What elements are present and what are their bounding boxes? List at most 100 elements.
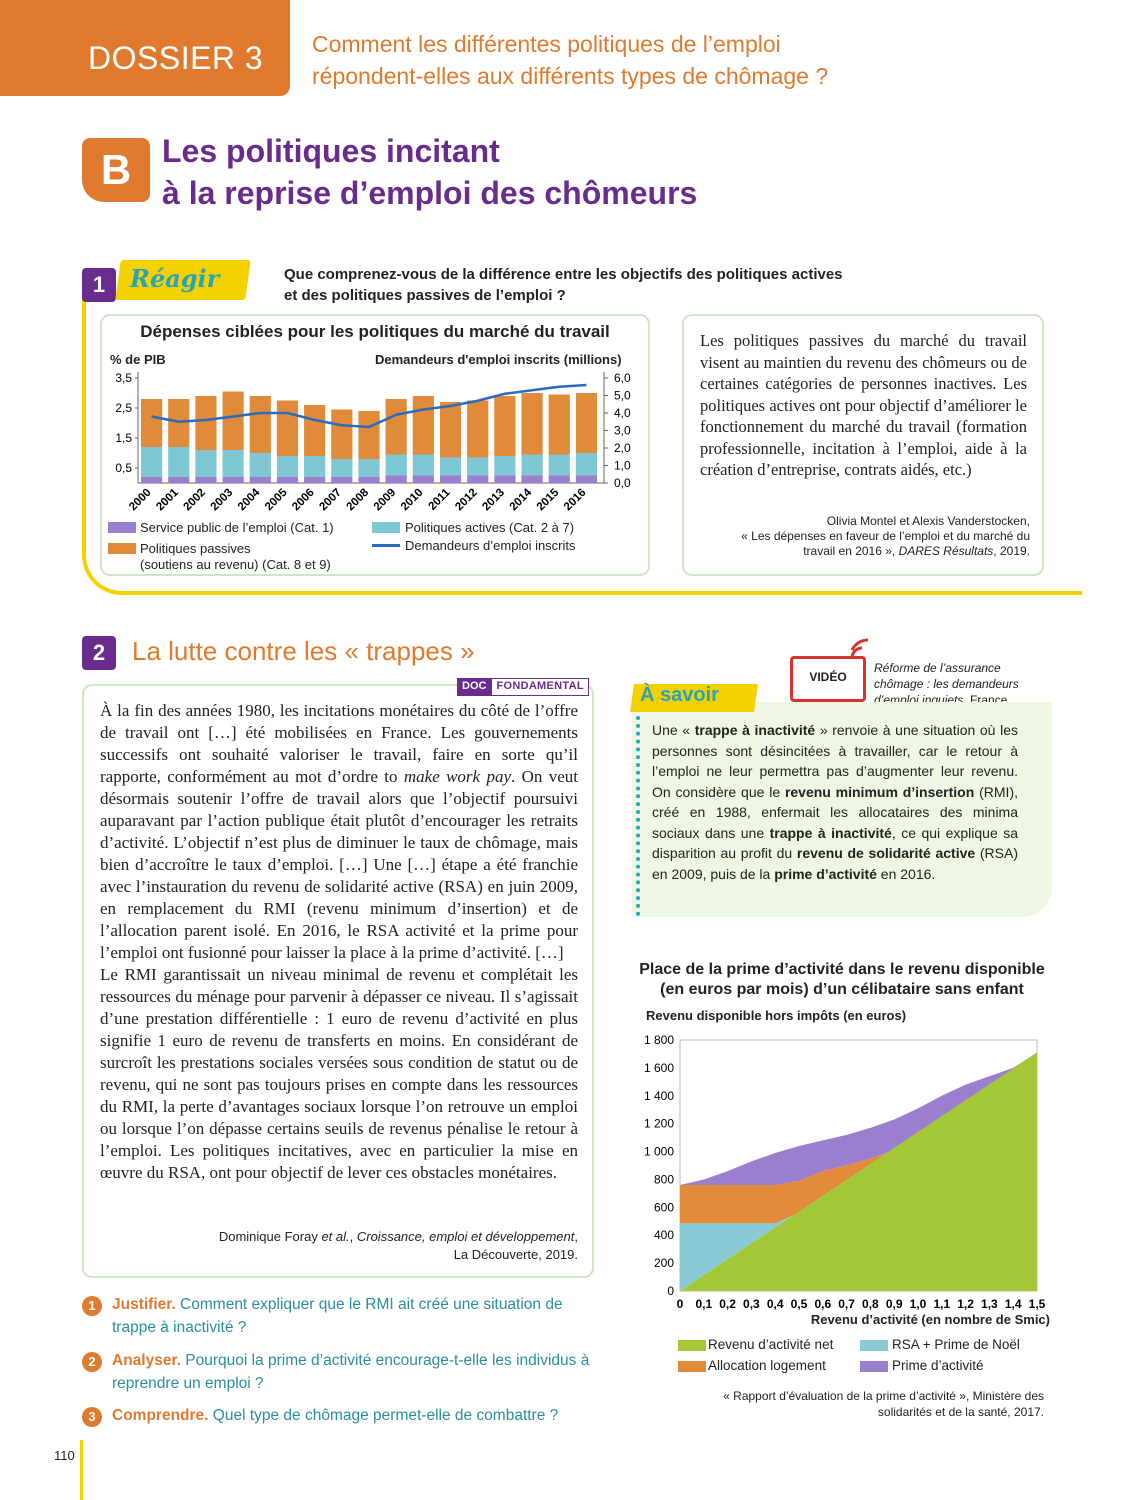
chart2-x-tick-label: 0,9 bbox=[886, 1297, 903, 1311]
legend-swatch-sp bbox=[108, 522, 136, 533]
chart2-x-tick-label: 1,3 bbox=[981, 1297, 998, 1311]
savoir-title: À savoir bbox=[640, 684, 719, 706]
chart2-x-tick-label: 0,6 bbox=[814, 1297, 831, 1311]
chart1-bar bbox=[140, 399, 163, 447]
chart2-x-tick-label: 0,2 bbox=[719, 1297, 736, 1311]
chart1-bar bbox=[358, 459, 380, 477]
chart2-area-logement bbox=[680, 1052, 1037, 1224]
chart1-bar bbox=[575, 393, 598, 453]
savoir-dotted-rule bbox=[636, 716, 640, 916]
chart2-y-axis-label: Revenu disponible hors impôts (en euros) bbox=[646, 1008, 907, 1023]
chart2-x-tick-label: 0,4 bbox=[767, 1297, 784, 1311]
chart1-right-tick-label: 6,0 bbox=[614, 371, 631, 385]
chart1-bar bbox=[412, 396, 434, 455]
chart1-bar bbox=[439, 457, 462, 476]
chart1-bar bbox=[548, 475, 570, 483]
chart1-x-tick-label: 2013 bbox=[480, 487, 507, 514]
chart2-y-tick-label: 400 bbox=[654, 1228, 674, 1242]
savoir-text: Une « trappe à inactivité » renvoie à un… bbox=[652, 722, 1019, 882]
video-icon[interactable] bbox=[790, 656, 866, 702]
legend-label-actives: Politiques actives (Cat. 2 à 7) bbox=[405, 520, 575, 535]
chart1-x-tick-label: 2016 bbox=[562, 487, 589, 514]
chart2-x-tick-label: 0 bbox=[677, 1297, 684, 1311]
chart2-y-tick-label: 1 400 bbox=[644, 1089, 674, 1103]
chart1-bar bbox=[494, 475, 516, 483]
chart1-x-tick-label: 2015 bbox=[535, 486, 562, 513]
chart1-left-tick-label: 1,5 bbox=[115, 431, 132, 445]
doc1-frame bbox=[82, 290, 1082, 595]
chart1-right-tick-label: 4,0 bbox=[614, 406, 631, 420]
chart1-x-tick-label: 2002 bbox=[181, 487, 208, 514]
chart2-x-tick-label: 1,0 bbox=[910, 1297, 927, 1311]
chart2-y-tick-label: 0 bbox=[667, 1284, 674, 1298]
chart1-x-tick-label: 2004 bbox=[236, 486, 263, 513]
video-label[interactable]: VIDÉO bbox=[809, 670, 847, 684]
chart1-bar bbox=[195, 396, 217, 450]
chart1-bar bbox=[548, 394, 570, 455]
legend-label-rsa: RSA + Prime de Noël bbox=[892, 1337, 1020, 1352]
chart1-bar bbox=[195, 450, 217, 477]
chart1-bar bbox=[467, 457, 489, 476]
chart1-bar bbox=[521, 475, 543, 483]
chart1-bar bbox=[385, 475, 407, 483]
chart1-bar bbox=[168, 447, 190, 477]
chart1-bar bbox=[521, 393, 543, 455]
reagir-label: Réagir bbox=[130, 264, 220, 293]
chart1-x-tick-label: 2003 bbox=[209, 487, 236, 514]
chart1-x-tick-label: 2011 bbox=[427, 486, 454, 513]
chart1-bar bbox=[412, 475, 434, 483]
legend-swatch-logement bbox=[678, 1361, 706, 1372]
chart2-y-tick-label: 1 200 bbox=[644, 1117, 674, 1131]
legend-label-sp: Service public de l’emploi (Cat. 1) bbox=[140, 520, 334, 535]
chart2-y-tick-label: 1 800 bbox=[644, 1033, 674, 1047]
chart1-right-tick-label: 0,0 bbox=[614, 476, 631, 490]
chart1-x-tick-label: 2012 bbox=[453, 487, 480, 514]
chart1-bar bbox=[140, 477, 163, 483]
chart1-bar bbox=[331, 477, 353, 483]
section-title: Les politiques incitant à la reprise d’e… bbox=[162, 133, 698, 211]
chart1-x-tick-label: 2008 bbox=[345, 486, 372, 513]
chart1-bar bbox=[249, 453, 271, 477]
chart1-bar bbox=[548, 454, 570, 476]
chart1-left-axis-label: % de PIB bbox=[110, 352, 166, 367]
chart1-bar bbox=[439, 402, 462, 458]
question-text: Justifier. Comment expliquer que le RMI … bbox=[112, 1296, 563, 1336]
reagir-question: Que comprenez-vous de la différence entr… bbox=[284, 266, 843, 304]
dossier-tab: DOSSIER 3 bbox=[0, 0, 290, 96]
chart1-right-tick-label: 1,0 bbox=[614, 459, 631, 473]
chart1-bar bbox=[222, 450, 244, 477]
doc2-number: 2 bbox=[82, 636, 116, 670]
legend-swatch-passives bbox=[108, 543, 136, 554]
chart1-bar bbox=[385, 399, 407, 455]
doc2-source: Dominique Foray et al., Croissance, empl… bbox=[218, 1229, 578, 1262]
chart2-title: Place de la prime d’activité dans le rev… bbox=[639, 961, 1045, 998]
chart2-y-tick-label: 200 bbox=[654, 1256, 674, 1270]
chart1-bar bbox=[331, 459, 353, 477]
chart1-right-tick-label: 5,0 bbox=[614, 389, 631, 403]
chart1-bar bbox=[222, 391, 244, 450]
savoir-box bbox=[632, 702, 1052, 917]
doc1-number: 1 bbox=[82, 268, 116, 302]
chart2-y-tick-label: 800 bbox=[654, 1172, 674, 1186]
page-number: 110 bbox=[54, 1448, 75, 1463]
chart1-bar bbox=[412, 454, 434, 476]
chart1-bar bbox=[140, 447, 163, 477]
section-letter-badge: B bbox=[82, 138, 150, 202]
question-text: Comprendre. Quel type de chômage permet-… bbox=[112, 1407, 559, 1424]
chart1-bar bbox=[385, 454, 407, 476]
dossier-label: DOSSIER 3 bbox=[88, 40, 264, 76]
chart2-y-tick-label: 600 bbox=[654, 1200, 674, 1214]
doc1-text: Les politiques passives du marché du tra… bbox=[700, 331, 1027, 479]
chart1-bar bbox=[249, 477, 271, 483]
legend-swatch-demandeurs bbox=[372, 544, 400, 547]
chart1-x-tick-label: 2001 bbox=[154, 486, 181, 513]
chart1-bar bbox=[575, 475, 598, 483]
doc1-text-box bbox=[682, 314, 1044, 576]
chart1-title: Dépenses ciblées pour les politiques du … bbox=[140, 322, 610, 341]
chart2-x-tick-label: 1,1 bbox=[933, 1297, 950, 1311]
chart1-bar bbox=[304, 477, 326, 483]
page-margin-bar bbox=[80, 1440, 83, 1500]
chart1-bar bbox=[331, 409, 353, 459]
